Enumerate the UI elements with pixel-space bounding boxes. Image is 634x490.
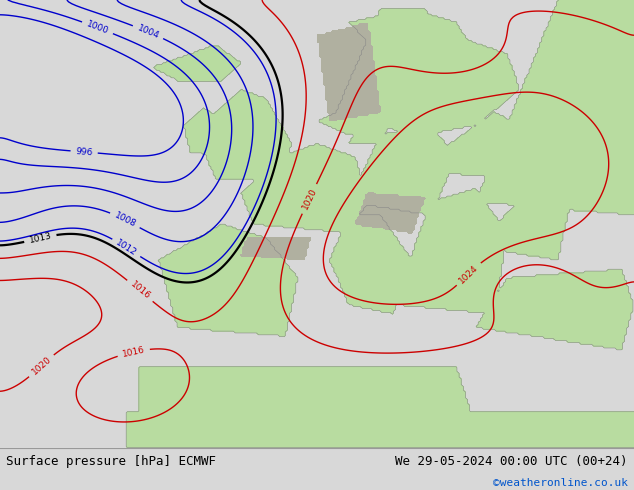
Text: 1004: 1004 [136,24,160,41]
Text: ©weatheronline.co.uk: ©weatheronline.co.uk [493,477,628,488]
Text: 1016: 1016 [128,280,152,302]
Text: We 29-05-2024 00:00 UTC (00+24): We 29-05-2024 00:00 UTC (00+24) [395,455,628,468]
Text: 1016: 1016 [121,345,146,359]
Text: 1000: 1000 [85,20,110,36]
Text: 1013: 1013 [28,231,53,245]
Text: 1020: 1020 [30,355,53,377]
Text: 1012: 1012 [114,238,138,258]
Text: 1008: 1008 [113,211,138,229]
Text: 996: 996 [75,147,93,157]
Text: 1020: 1020 [301,187,318,211]
Text: Surface pressure [hPa] ECMWF: Surface pressure [hPa] ECMWF [6,455,216,468]
Text: 1024: 1024 [457,263,480,285]
